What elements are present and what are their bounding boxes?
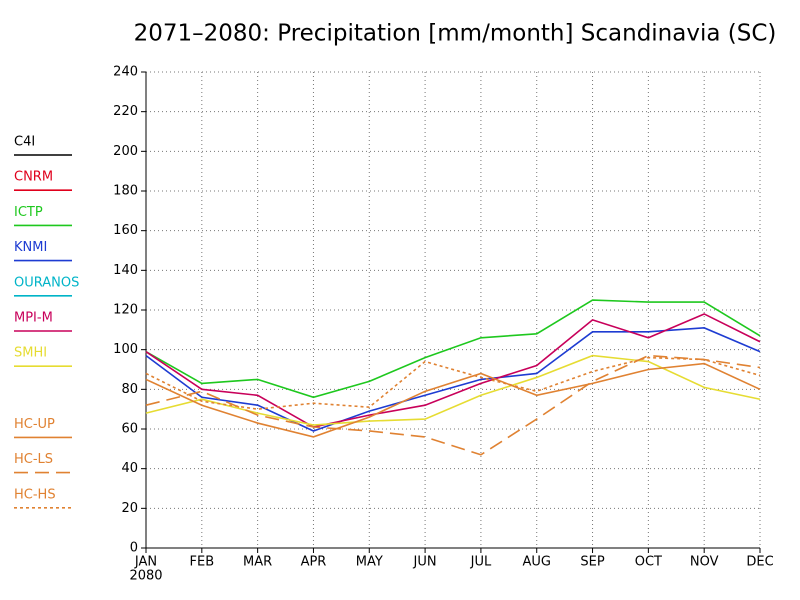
x-tick-label: FEB (190, 555, 215, 570)
legend-label: C4I (14, 135, 35, 150)
legend-label: ICTP (14, 205, 43, 220)
legend-label: HC-UP (14, 417, 55, 432)
chart-title: 2071–2080: Precipitation [mm/month] Scan… (134, 21, 777, 47)
x-tick-label: JUN (413, 555, 437, 570)
x-tick-label: AUG (522, 555, 550, 570)
legend-label: CNRM (14, 170, 53, 185)
series-line (145, 313, 761, 428)
y-tick-label: 40 (121, 461, 138, 476)
x-tick-label: DEC (746, 555, 773, 570)
y-tick-label: 60 (121, 422, 138, 437)
series-line (145, 299, 761, 399)
x-tick-label: JUL (470, 555, 492, 570)
series-line (145, 327, 761, 432)
legend-label: SMHI (14, 346, 47, 361)
y-tick-label: 200 (113, 144, 138, 159)
legend-label: MPI-M (14, 311, 53, 326)
legend-label: KNMI (14, 240, 47, 255)
series-line (145, 362, 761, 438)
y-tick-label: 240 (113, 65, 138, 80)
series-line (145, 356, 761, 410)
legend-label: OURANOS (14, 275, 79, 290)
series-line (145, 354, 761, 426)
x-tick-label: NOV (690, 555, 719, 570)
y-tick-label: 80 (121, 382, 138, 397)
y-tick-label: 0 (130, 541, 138, 556)
y-tick-label: 220 (113, 104, 138, 119)
y-tick-label: 20 (121, 501, 138, 516)
y-tick-label: 120 (113, 303, 138, 318)
y-tick-label: 100 (113, 342, 138, 357)
x-tick-label: OCT (635, 555, 662, 570)
legend-label: HC-LS (14, 452, 53, 467)
x-sublabel: 2080 (129, 569, 162, 584)
y-tick-label: 160 (113, 223, 138, 238)
y-tick-label: 140 (113, 263, 138, 278)
x-tick-label: MAR (243, 555, 272, 570)
x-tick-label: JAN (134, 555, 157, 570)
legend-label: HC-HS (14, 487, 56, 502)
x-tick-label: APR (301, 555, 327, 570)
y-tick-label: 180 (113, 184, 138, 199)
series-line (145, 354, 761, 456)
x-tick-label: SEP (580, 555, 604, 570)
x-tick-label: MAY (356, 555, 383, 570)
